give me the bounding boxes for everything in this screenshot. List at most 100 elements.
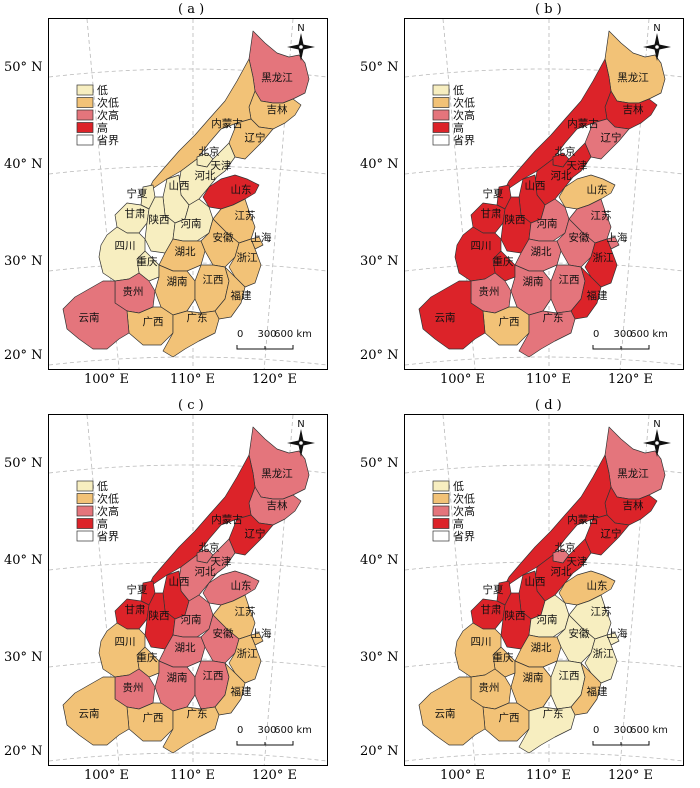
province-label-chongqing: 重庆	[493, 255, 514, 268]
province-label-jiangsu: 江苏	[591, 605, 612, 618]
lon-tick-label: 120° E	[608, 372, 653, 387]
province-label-chongqing: 重庆	[137, 255, 158, 268]
province-label-shandong: 山东	[587, 183, 608, 196]
legend-label: 高	[453, 121, 464, 135]
province-label-hebei: 河北	[551, 566, 572, 578]
province-label-guangdong: 广东	[187, 707, 208, 720]
province-label-hubei: 湖北	[531, 246, 552, 258]
province-label-beijing: 北京	[199, 145, 220, 158]
province-label-neimenggu: 内蒙古	[567, 117, 599, 130]
province-label-shaanxi: 陕西	[505, 609, 526, 622]
province-zhejiang	[584, 634, 618, 684]
lon-tick-label: 100° E	[84, 372, 129, 387]
province-label-jiangsu: 江苏	[235, 209, 256, 222]
legend-swatch	[76, 109, 94, 121]
province-label-liaoning: 辽宁	[601, 527, 622, 540]
province-shandong	[202, 174, 260, 210]
legend-swatch	[432, 134, 450, 146]
province-label-jiangxi: 江西	[559, 670, 580, 682]
lon-tick-label: 120° E	[252, 768, 297, 783]
province-label-guangdong: 广东	[543, 707, 564, 720]
province-shandong	[202, 570, 260, 606]
province-label-gansu: 甘肃	[125, 603, 146, 616]
province-label-guangxi: 广西	[143, 712, 164, 724]
province-label-liaoning: 辽宁	[245, 527, 266, 540]
province-label-sichuan: 四川	[471, 240, 492, 252]
province-yunnan	[418, 676, 486, 746]
scale-label: 600 km	[274, 725, 312, 736]
province-shandong	[558, 570, 616, 606]
province-label-anhui: 安徽	[213, 627, 234, 640]
province-layer	[62, 426, 310, 754]
province-label-jilin: 吉林	[623, 499, 644, 512]
legend-label: 次低	[97, 96, 119, 110]
lat-tick-label: 40° N	[360, 553, 399, 568]
province-label-zhejiang: 浙江	[237, 648, 258, 660]
legend-swatch	[76, 97, 94, 108]
province-label-hunan: 湖南	[167, 671, 188, 684]
province-label-jiangxi: 江西	[203, 670, 224, 682]
province-label-zhejiang: 浙江	[237, 252, 258, 264]
lat-tick-label: 20° N	[4, 348, 43, 363]
province-label-guizhou: 贵州	[123, 285, 144, 298]
province-sichuan	[98, 226, 146, 282]
lon-tick-label: 110° E	[526, 372, 571, 387]
province-label-guizhou: 贵州	[479, 681, 500, 694]
province-label-liaoning: 辽宁	[245, 131, 266, 144]
province-layer	[418, 30, 666, 358]
province-label-yunnan: 云南	[79, 311, 100, 324]
province-label-tianjin: 天津	[211, 160, 232, 172]
province-label-hunan: 湖南	[523, 275, 544, 288]
legend-label: 次低	[97, 492, 119, 506]
province-label-heilongjiang: 黑龙江	[261, 71, 293, 84]
north-arrow-icon: N	[287, 419, 315, 457]
province-label-tianjin: 天津	[567, 160, 588, 172]
legend-swatch	[76, 505, 94, 517]
province-label-hunan: 湖南	[167, 275, 188, 288]
province-label-yunnan: 云南	[79, 707, 100, 720]
north-label: N	[297, 23, 304, 34]
province-label-gansu: 甘肃	[125, 207, 146, 220]
province-label-shanghai: 上海	[251, 627, 272, 640]
province-fujian	[570, 266, 602, 320]
province-label-anhui: 安徽	[569, 627, 590, 640]
legend-label: 省界	[97, 530, 119, 543]
province-label-guangdong: 广东	[543, 311, 564, 324]
scale-label: 600 km	[630, 725, 668, 736]
province-sichuan	[98, 622, 146, 678]
legend-swatch	[76, 122, 94, 133]
legend-swatch	[432, 480, 450, 492]
scale-bar	[236, 345, 294, 350]
province-label-fujian: 福建	[231, 685, 252, 698]
province-label-henan: 河南	[181, 217, 202, 230]
panel-label: ( d )	[535, 398, 562, 413]
lat-tick-label: 40° N	[4, 157, 43, 172]
legend-label: 次低	[453, 96, 475, 110]
province-label-guangdong: 广东	[187, 311, 208, 324]
legend-swatch	[76, 493, 94, 504]
province-zhejiang	[228, 238, 262, 288]
province-label-liaoning: 辽宁	[601, 131, 622, 144]
province-label-beijing: 北京	[555, 541, 576, 554]
scale-label: 600 km	[630, 329, 668, 340]
province-fujian	[214, 266, 246, 320]
legend-label: 省界	[97, 134, 119, 147]
legend-label: 次低	[453, 492, 475, 506]
province-label-shandong: 山东	[587, 579, 608, 592]
lat-tick-label: 50° N	[360, 456, 399, 471]
lat-tick-label: 20° N	[4, 744, 43, 759]
scale-bar	[592, 741, 650, 746]
province-label-jilin: 吉林	[267, 499, 288, 512]
panel-label: ( b )	[535, 2, 562, 17]
province-sichuan	[454, 226, 502, 282]
province-label-shanghai: 上海	[607, 231, 628, 244]
province-label-beijing: 北京	[555, 145, 576, 158]
province-label-ningxia: 宁夏	[483, 583, 504, 596]
lat-tick-label: 50° N	[4, 456, 43, 471]
legend-label: 省界	[453, 134, 475, 147]
province-guangdong	[162, 706, 220, 754]
province-label-anhui: 安徽	[569, 231, 590, 244]
